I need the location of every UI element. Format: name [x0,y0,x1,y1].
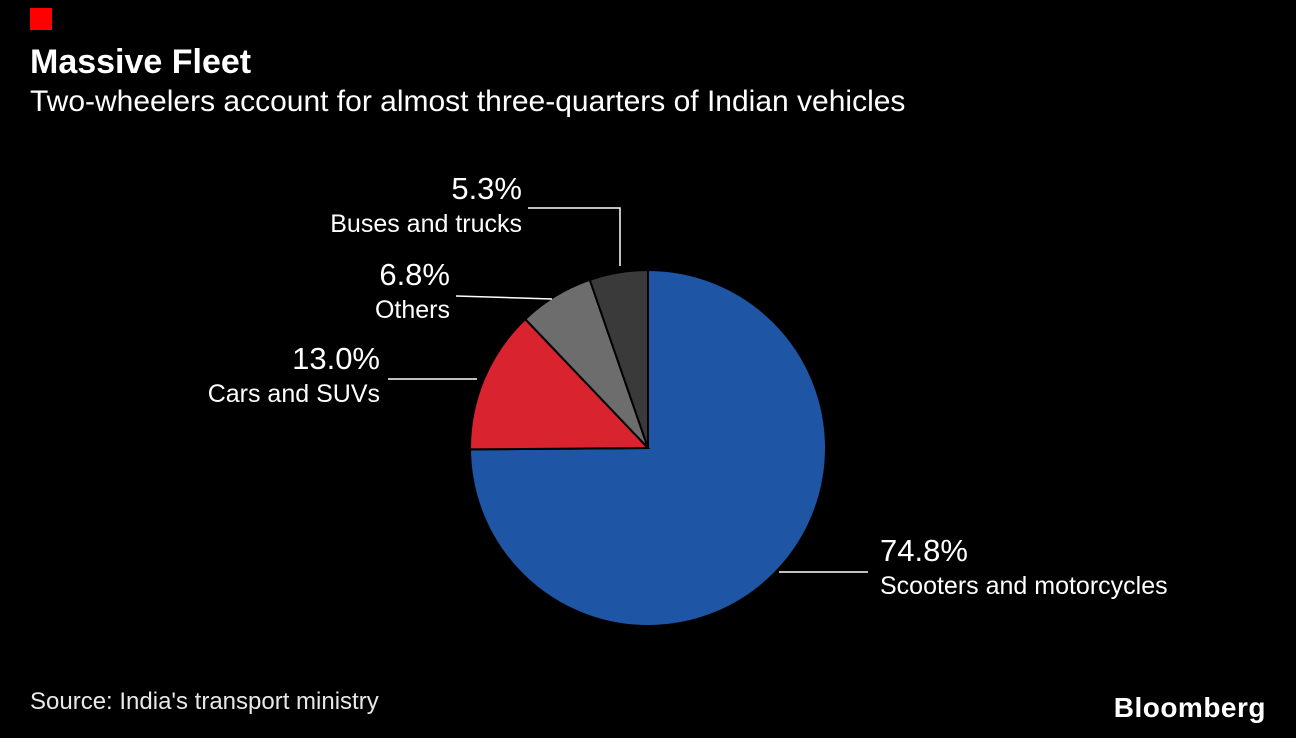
leader-lines [388,207,868,573]
chart-title: Massive Fleet [30,43,252,81]
slice-name-label: Buses and trucks [330,210,522,238]
callout-cars-and-suvs: 13.0% Cars and SUVs [80,340,380,410]
bloomberg-logo: Bloomberg [1113,692,1266,723]
accent-square [30,8,52,30]
callout-scooters-and-motorcycles: 74.8% Scooters and motorcycles [880,532,1240,602]
pie-slice-cars-and-suvs [469,317,651,451]
source-note: Source: India's transport ministry [30,688,379,715]
slice-percent-label: 6.8% [379,257,450,292]
pie-slice-scooters-and-motorcycles [468,268,827,627]
chart-header: Massive Fleet Two-wheelers account for a… [30,42,905,122]
pie [468,268,827,627]
slice-name-label: Scooters and motorcycles [880,572,1168,600]
callout-others: 6.8% Others [150,256,450,326]
leader-line-buses-and-trucks [528,207,621,266]
slice-percent-label: 13.0% [292,341,380,376]
slice-name-label: Cars and SUVs [207,380,380,408]
slice-name-label: Others [374,296,450,324]
slice-percent-label: 5.3% [451,171,522,206]
slice-percent-label: 74.8% [880,533,968,568]
callout-buses-and-trucks: 5.3% Buses and trucks [222,170,522,240]
pie-slice-buses-and-trucks [588,268,649,449]
chart-subtitle: Two-wheelers account for almost three-qu… [30,85,906,118]
leader-line-others [455,295,553,300]
